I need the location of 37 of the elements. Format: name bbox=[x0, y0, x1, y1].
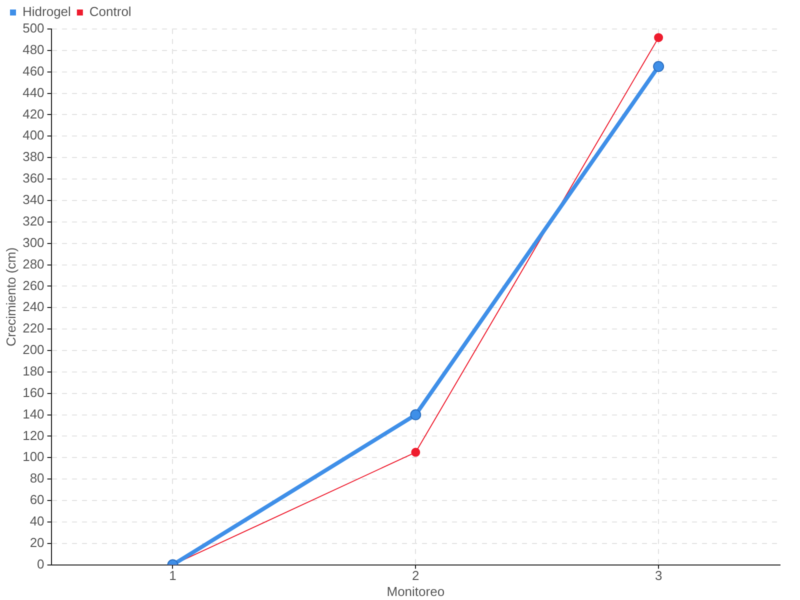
point bbox=[654, 33, 664, 42]
y-tick-label: 400 bbox=[22, 128, 44, 143]
legend-label: Control bbox=[89, 4, 132, 20]
y-tick-label: 20 bbox=[30, 534, 44, 550]
y-tick-label: 100 bbox=[22, 449, 44, 464]
y-tick-label: 240 bbox=[22, 299, 44, 314]
y-tick-label: 60 bbox=[30, 492, 44, 508]
y-tick-label: 160 bbox=[22, 384, 44, 400]
y-tick-label: 280 bbox=[22, 256, 44, 272]
y-tick-label: 360 bbox=[22, 170, 44, 186]
point bbox=[410, 409, 422, 420]
y-tick-label: 140 bbox=[22, 406, 44, 422]
y-tick-label: 120 bbox=[22, 428, 44, 443]
x-tick-label: 2 bbox=[412, 568, 420, 584]
point bbox=[411, 448, 420, 457]
y-tick-label: 220 bbox=[22, 320, 44, 336]
y-tick-label: 340 bbox=[22, 192, 44, 208]
y-tick-label: 500 bbox=[22, 20, 44, 36]
x-tick-label: 3 bbox=[654, 568, 662, 584]
y-tick-label: 440 bbox=[22, 84, 44, 100]
y-tick-label: 320 bbox=[22, 213, 44, 228]
y-axis-title: Crecimiento (cm) bbox=[3, 247, 18, 346]
y-tick-label: 380 bbox=[22, 149, 44, 164]
legend-label: Hidrogel bbox=[22, 4, 72, 20]
y-tick-label: 420 bbox=[22, 106, 44, 122]
point bbox=[653, 61, 664, 72]
x-tick-label: 1 bbox=[169, 568, 176, 584]
y-tick-label: 180 bbox=[22, 363, 44, 378]
y-tick-label: 300 bbox=[22, 234, 44, 250]
y-tick-label: 480 bbox=[22, 42, 44, 58]
x-axis-title: Monitoreo bbox=[386, 584, 445, 599]
y-tick-label: 80 bbox=[30, 470, 44, 486]
y-tick-label: 460 bbox=[22, 63, 44, 78]
y-tick-label: 200 bbox=[22, 342, 44, 358]
y-tick-label: 40 bbox=[30, 514, 44, 529]
y-tick-label: 0 bbox=[37, 556, 44, 572]
y-tick-label: 260 bbox=[22, 278, 44, 293]
